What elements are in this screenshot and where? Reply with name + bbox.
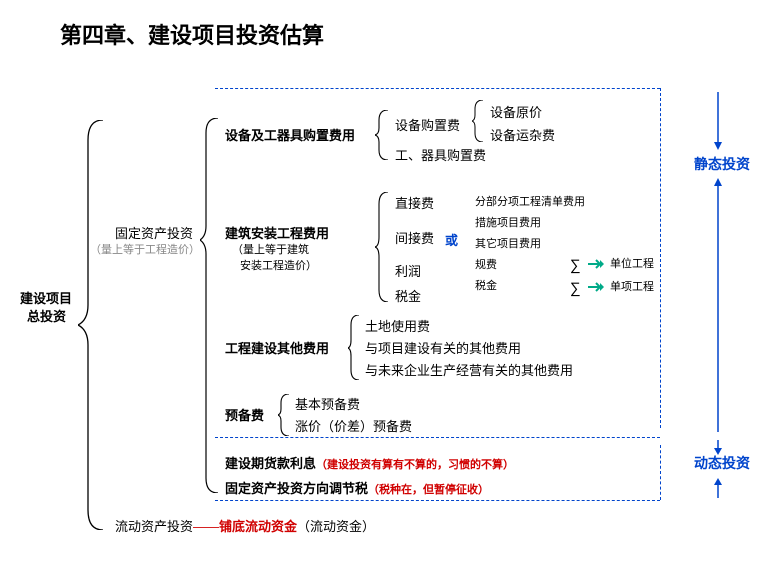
build-r3: 其它项目费用 <box>475 237 541 252</box>
equip-b: 工、器具购置费 <box>395 147 486 165</box>
build-b: 间接费 <box>395 230 434 248</box>
tax-label: 固定资产投资方向调节税（税种在，但暂停征收） <box>225 480 489 498</box>
dashed-mid <box>215 437 660 438</box>
arrow-up-short-icon <box>712 476 724 498</box>
other-label: 工程建设其他费用 <box>225 340 329 358</box>
sigma-1: ∑ <box>570 255 581 276</box>
arrow-icon <box>588 258 606 270</box>
brace-fixed <box>200 118 222 493</box>
equip-a2: 设备运杂费 <box>490 127 555 145</box>
other-c: 与未来企业生产经营有关的其他费用 <box>365 362 573 380</box>
single-proj: 单项工程 <box>610 280 654 295</box>
reserve-b: 涨价（价差）预备费 <box>295 418 412 436</box>
dashed-top <box>215 88 660 89</box>
root-label-1: 建设项目 <box>20 290 72 308</box>
liquid-asset: 流动资产投资——铺底流动资金（流动资金） <box>115 518 375 536</box>
chapter-title: 第四章、建设项目投资估算 <box>60 18 324 50</box>
interest-label: 建设期货款利息（建设投资有算有不算的，习惯的不算） <box>225 455 514 473</box>
static-label: 静态投资 <box>694 155 750 175</box>
brace-root <box>78 120 108 530</box>
build-c: 利润 <box>395 263 421 281</box>
build-r2: 措施项目费用 <box>475 216 541 231</box>
arrow-up-icon <box>712 176 724 436</box>
brace-build <box>375 192 391 302</box>
fixed-asset: 固定资产投资 <box>115 225 193 243</box>
brace-equip <box>375 110 391 160</box>
build-a: 直接费 <box>395 195 434 213</box>
dynamic-label: 动态投资 <box>694 454 750 474</box>
build-r4: 规费 <box>475 258 497 273</box>
unit-proj: 单位工程 <box>610 257 654 272</box>
arrow-down-short-icon <box>712 440 724 456</box>
reserve-a: 基本预备费 <box>295 396 360 414</box>
brace-other <box>348 315 362 380</box>
arrow-icon <box>588 281 606 293</box>
arrow-down-icon <box>712 92 724 152</box>
build-r1: 分部分项工程清单费用 <box>475 195 585 210</box>
root-label-2: 总投资 <box>27 308 66 326</box>
dashed-right-dyn <box>660 445 661 500</box>
equip-a1: 设备原价 <box>490 104 542 122</box>
dashed-bottom <box>215 500 660 501</box>
reserve-label: 预备费 <box>225 407 264 425</box>
brace-reserve <box>278 394 292 436</box>
equip-label: 设备及工器具购置费用 <box>225 127 355 145</box>
build-d: 税金 <box>395 288 421 306</box>
brace-equip-sub <box>472 100 486 142</box>
build-or: 或 <box>445 232 458 250</box>
build-r5: 税金 <box>475 279 497 294</box>
build-note1: （量上等于建筑 <box>232 243 309 258</box>
build-label: 建筑安装工程费用 <box>225 225 329 243</box>
sigma-2: ∑ <box>570 278 581 299</box>
build-note2: 安装工程造价） <box>240 259 317 274</box>
dashed-right-static <box>660 88 661 428</box>
equip-a: 设备购置费 <box>395 117 460 135</box>
other-a: 土地使用费 <box>365 318 430 336</box>
other-b: 与项目建设有关的其他费用 <box>365 340 521 358</box>
